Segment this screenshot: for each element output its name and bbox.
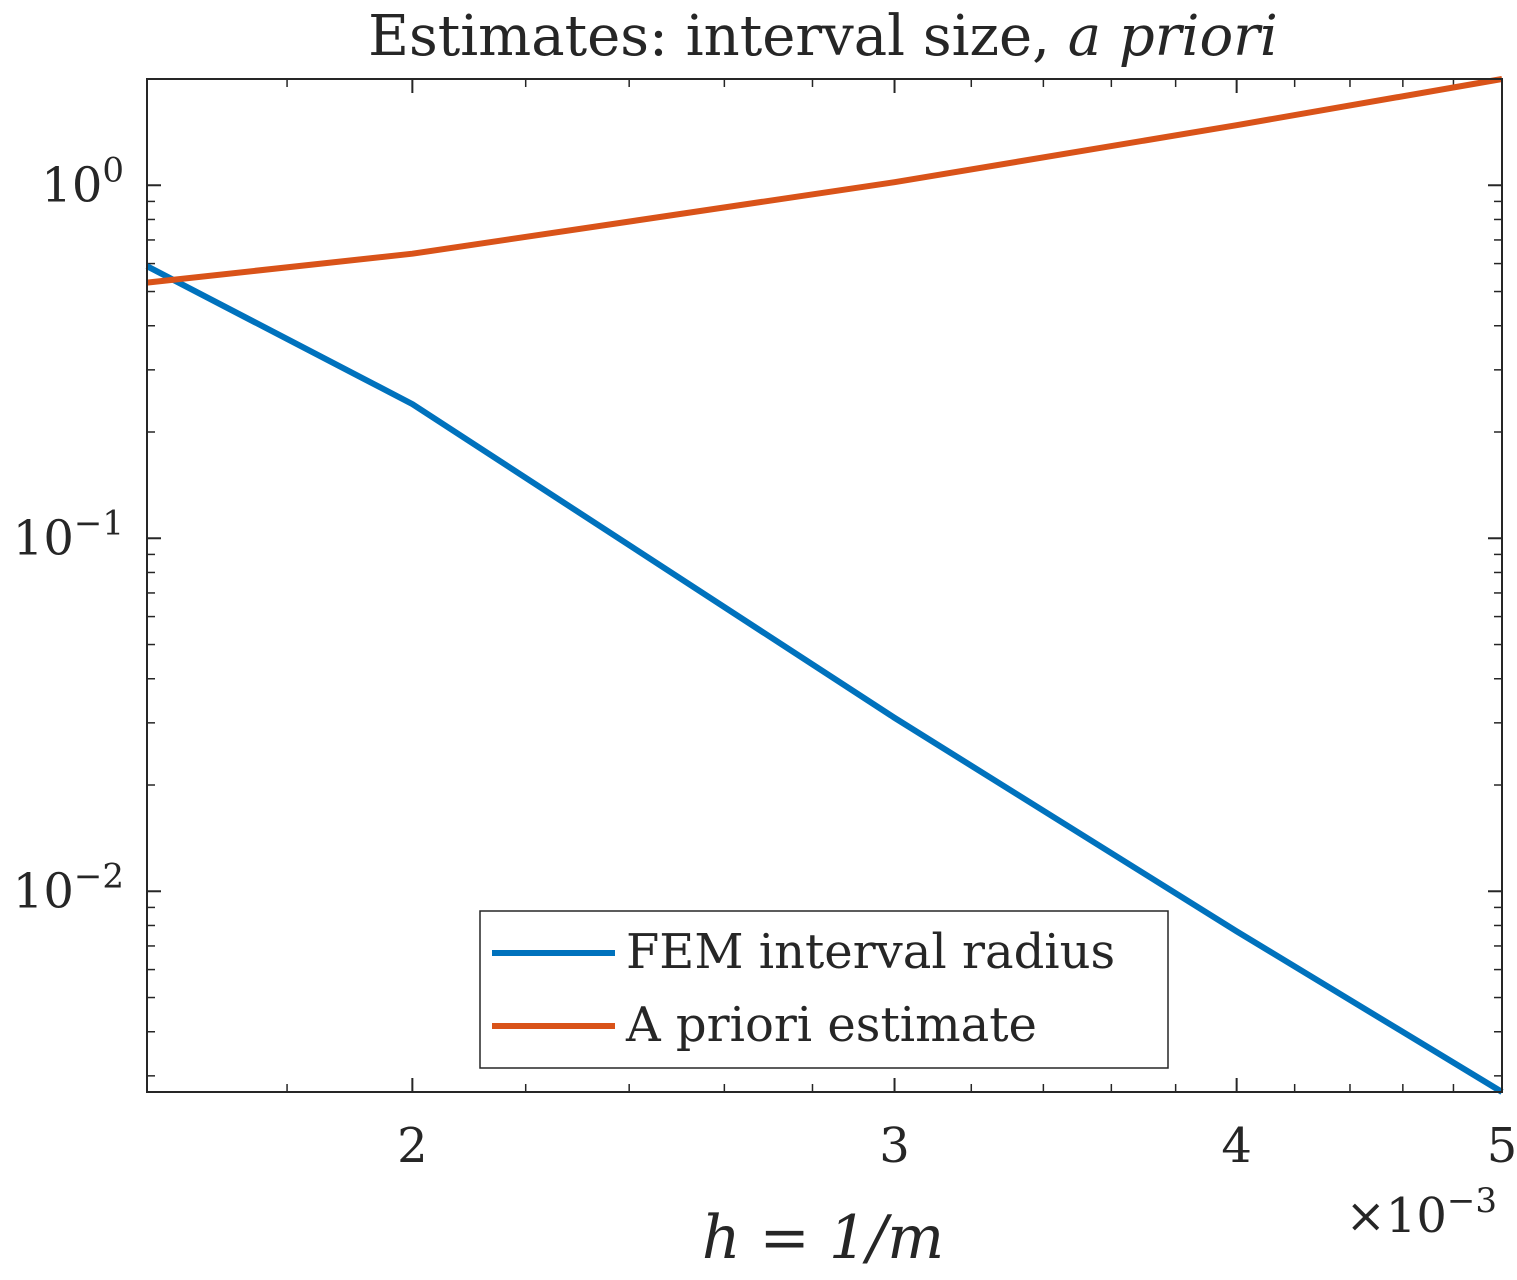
x-tick-label: 4 — [1221, 1118, 1252, 1174]
legend-label-fem: FEM interval radius — [626, 924, 1115, 980]
x-exponent-label: ×10−3 — [1346, 1181, 1497, 1244]
chart-title: Estimates: interval size, a priori — [368, 4, 1278, 69]
legend-box — [479, 910, 1169, 1069]
legend: FEM interval radius A priori estimate — [479, 910, 1169, 1069]
plot-frame — [146, 78, 1503, 1093]
x-tick-label: 3 — [879, 1118, 910, 1174]
series-line-1 — [146, 76, 1503, 286]
legend-label-apriori: A priori estimate — [625, 997, 1037, 1053]
x-tick-label: 2 — [397, 1118, 428, 1174]
x-tick-label: 5 — [1487, 1118, 1517, 1174]
x-axis-label: h = 1/m — [702, 1203, 944, 1273]
y-tick-label: 100 — [41, 150, 124, 213]
ticks-layer: 2 3 4 5 100 10−1 10−2 — [13, 79, 1517, 1174]
lines-layer — [145, 76, 1504, 1095]
series-line-0 — [145, 263, 1504, 1095]
y-tick-label: 10−2 — [13, 856, 124, 919]
y-tick-label: 10−1 — [13, 503, 124, 566]
